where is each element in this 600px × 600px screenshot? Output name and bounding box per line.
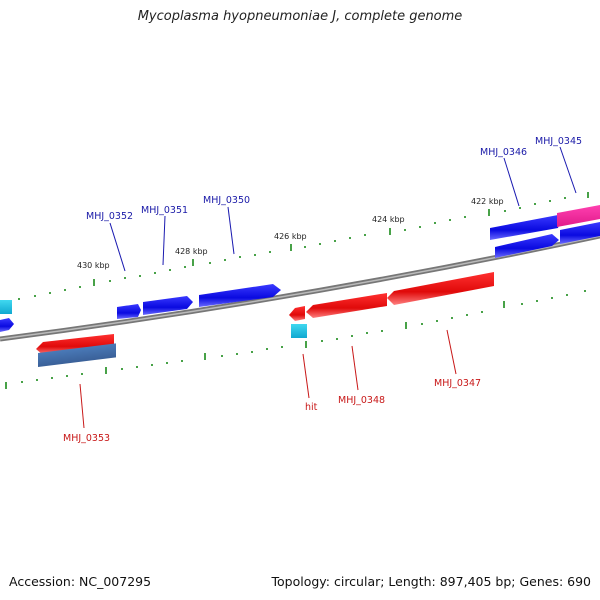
forward-tick-ring — [4, 192, 589, 302]
leader-mhj-0350 — [227, 206, 235, 255]
genome-summary-text: Topology: circular; Length: 897,405 bp; … — [271, 574, 592, 589]
leader-mhj-0353 — [79, 383, 85, 429]
leader-mhj-0345 — [559, 146, 577, 194]
gene-small-red[interactable] — [289, 306, 305, 321]
label-mhj-0345: MHJ_0345 — [535, 136, 582, 147]
gene-mhj-0348[interactable] — [306, 293, 387, 318]
gene-pink[interactable] — [557, 205, 600, 227]
gene-mhj-0351[interactable] — [143, 296, 193, 315]
hit-feature-left-edge[interactable] — [0, 300, 12, 314]
leader-mhj-0351 — [162, 215, 166, 266]
leader-mhj-0347 — [446, 329, 457, 375]
gene-mhj-0353[interactable] — [36, 334, 114, 355]
gene-mhj-0345[interactable] — [560, 222, 600, 244]
axis-label-422kbp: 422 kbp — [471, 197, 504, 206]
label-mhj-0347: MHJ_0347 — [434, 378, 481, 389]
label-mhj-0351: MHJ_0351 — [141, 205, 188, 216]
reverse-tick-ring — [5, 290, 586, 389]
label-mhj-0348: MHJ_0348 — [338, 395, 385, 406]
hit-feature[interactable] — [291, 324, 307, 338]
gene-mhj-0346-lower[interactable] — [495, 234, 559, 258]
accession-text: Accession: NC_007295 — [9, 574, 152, 589]
axis-label-430kbp: 430 kbp — [77, 261, 110, 270]
leader-mhj-0346 — [503, 157, 520, 207]
gene-mhj-0347[interactable] — [387, 272, 494, 305]
gene-feature-left-edge-forward[interactable] — [0, 318, 14, 332]
label-hit: hit — [305, 402, 318, 413]
axis-label-424kbp: 424 kbp — [372, 215, 405, 224]
label-mhj-0350: MHJ_0350 — [203, 195, 250, 206]
label-mhj-0346: MHJ_0346 — [480, 147, 527, 158]
leader-hit — [302, 353, 310, 399]
gene-mhj-0350[interactable] — [199, 284, 281, 307]
map-title: Mycoplasma hyopneumoniae J, complete gen… — [137, 9, 463, 24]
axis-label-426kbp: 426 kbp — [274, 232, 307, 241]
gene-steel-block[interactable] — [38, 343, 116, 367]
label-mhj-0352: MHJ_0352 — [86, 211, 133, 222]
gene-mhj-0352[interactable] — [117, 304, 141, 319]
leader-mhj-0348 — [351, 345, 359, 391]
label-mhj-0353: MHJ_0353 — [63, 433, 110, 444]
gene-mhj-0346[interactable] — [490, 215, 560, 240]
leader-mhj-0352 — [109, 222, 126, 272]
axis-label-428kbp: 428 kbp — [175, 247, 208, 256]
